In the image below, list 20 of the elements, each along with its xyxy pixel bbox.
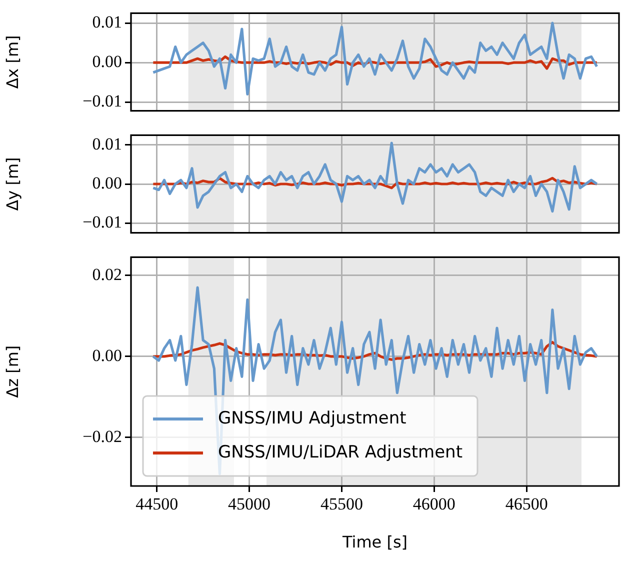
legend-label: GNSS/IMU Adjustment (218, 408, 407, 428)
x-tick-label: 46500 (505, 494, 548, 514)
y-axis-title: Δx [m] (2, 35, 22, 89)
y-tick-label: 0.02 (92, 264, 122, 284)
y-tick-label: 0.00 (92, 52, 122, 72)
y-axis-title: Δz [m] (2, 345, 22, 398)
x-tick-label: 45000 (228, 494, 271, 514)
y-tick-label: −0.02 (82, 426, 122, 446)
y-tick-label: −0.01 (82, 212, 122, 232)
x-tick-label: 46000 (412, 494, 456, 514)
x-tick-label: 45500 (320, 494, 363, 514)
y-tick-label: −0.01 (82, 92, 122, 111)
y-tick-label: 0.01 (92, 12, 122, 32)
y-tick-label: 0.01 (92, 134, 122, 154)
x-axis-title: Time [s] (341, 532, 408, 552)
y-tick-label: 0.00 (92, 173, 122, 192)
y-axis-title: Δy [m] (2, 157, 22, 211)
legend-label: GNSS/IMU/LiDAR Adjustment (218, 442, 463, 462)
y-tick-label: 0.00 (92, 346, 122, 365)
x-tick-label: 44500 (136, 494, 178, 514)
